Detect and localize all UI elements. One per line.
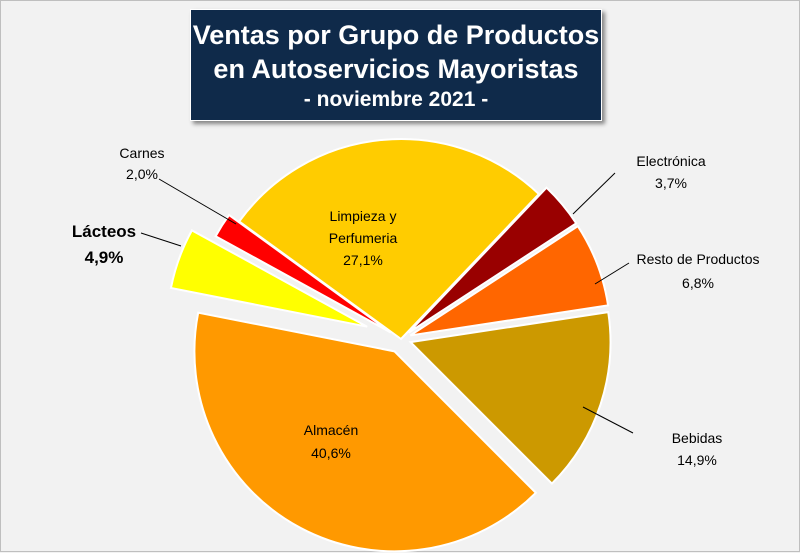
slice-name-label: Perfumeria [329,230,398,246]
slice-name-label: Almacén [304,422,358,438]
chart-title-line-2: en Autoservicios Mayoristas [213,54,579,84]
leader-line [158,178,237,225]
leader-line [140,232,182,247]
slice-value-label: 4,9% [85,248,124,267]
slice-name-label: Resto de Productos [637,251,760,267]
chart-subtitle: - noviembre 2021 - [303,88,489,111]
pie-slice-electrónica [407,186,578,334]
leader-line [582,406,634,434]
pie-slice-carnes [214,213,392,334]
pie-slice-lácteos [169,228,368,328]
slice-name-label: Carnes [119,145,164,161]
slice-name-label: Lácteos [72,222,136,241]
leader-line [572,172,616,215]
slice-value-label: 14,9% [677,452,717,468]
slice-name-label: Bebidas [672,430,723,446]
leader-line [594,262,630,285]
slice-value-label: 6,8% [682,275,714,291]
slice-value-label: 40,6% [311,445,351,461]
slice-value-label: 27,1% [343,252,383,268]
chart-title-box: Ventas por Grupo de Productos en Autoser… [190,9,602,121]
slice-name-label: Electrónica [636,153,705,169]
slice-name-label: Limpieza y [330,208,397,224]
pie-slice-limpieza-y-perfumeria [237,138,541,341]
pie-slice-bebidas [408,310,612,485]
pie-slice-almacén [193,311,538,553]
chart-title-line-1: Ventas por Grupo de Productos [192,20,600,50]
pie-slice-resto-de-productos [409,224,610,337]
slice-value-label: 2,0% [126,166,158,182]
slice-value-label: 3,7% [655,175,687,191]
